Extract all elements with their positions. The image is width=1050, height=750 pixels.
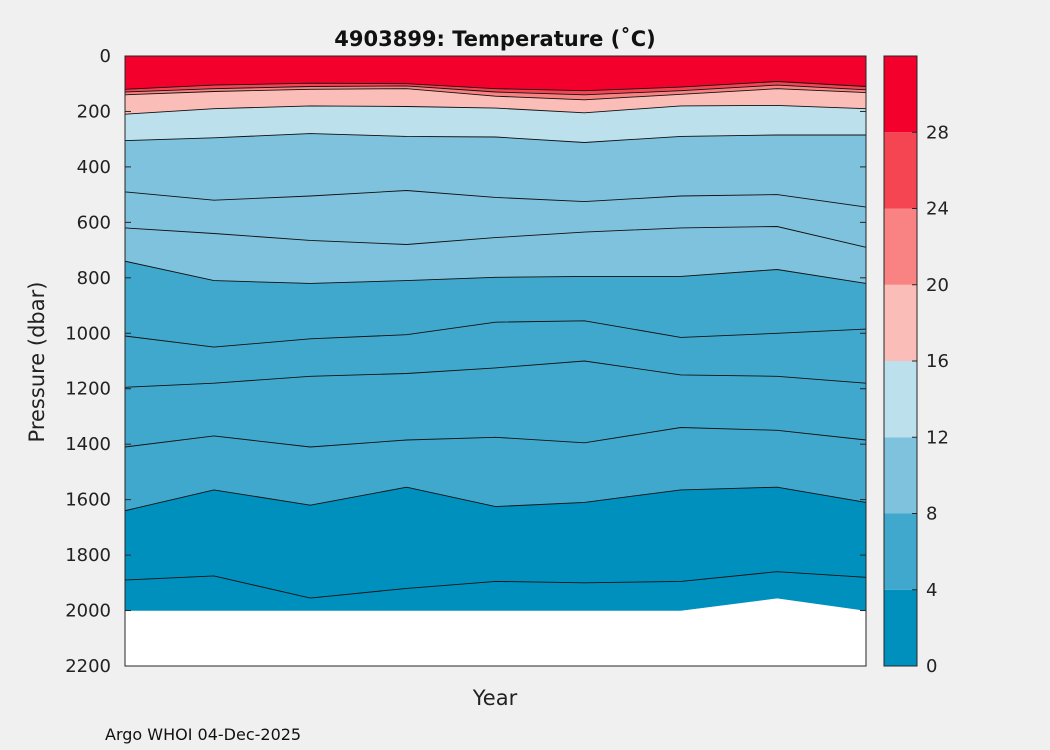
plot-frame [124, 55, 867, 667]
colorbar-band-0-4 [884, 589, 917, 666]
y-tick-label: 600 [77, 212, 111, 233]
colorbar-band-24-28 [884, 132, 917, 209]
footer-credit: Argo WHOI 04-Dec-2025 [105, 725, 302, 744]
isotherm-4C [124, 486, 867, 512]
colorbar-band-28-32 [884, 56, 917, 133]
colorbar-band-16-20 [884, 284, 917, 361]
colorbar-tick-label: 4 [926, 580, 937, 601]
isotherm-3C [124, 571, 867, 599]
colorbar: 0 4 8 12 16 20 24 28 [883, 55, 949, 677]
colorbar-tick-label: 24 [926, 199, 949, 220]
isotherm-8C [124, 260, 867, 284]
isotherm-28C [124, 81, 867, 92]
colorbar-band-20-24 [884, 208, 917, 285]
isotherm-20C [124, 88, 867, 101]
plot-area [124, 55, 867, 667]
y-tick-label: 1000 [65, 323, 111, 344]
colorbar-tick-label: 12 [926, 427, 949, 448]
isotherm-24C [124, 84, 867, 96]
isotherm-12C [124, 133, 866, 143]
colorbar-band-8-12 [884, 437, 917, 514]
isotherm-9C [124, 226, 867, 248]
y-axis-label: Pressure (dbar) [25, 282, 49, 443]
colorbar-tick-label: 8 [926, 504, 937, 525]
colorbar-tick-label: 20 [926, 275, 949, 296]
colorbar-band-4-8 [884, 513, 917, 590]
isotherm-6C [124, 360, 867, 388]
x-axis-label: Year [472, 686, 518, 710]
y-axis: 0 200 400 600 800 1000 1200 1400 1600 1800 2000 220… [65, 46, 866, 677]
isotherm-5C [124, 427, 867, 448]
colorbar-tick-label: 28 [926, 122, 949, 143]
colorbar-tick-label: 16 [926, 351, 949, 372]
isotherm-10C [124, 190, 867, 208]
y-tick-label: 1800 [65, 545, 111, 566]
y-tick-label: 2200 [65, 656, 111, 677]
y-tick-label: 2000 [65, 601, 111, 622]
y-tick-label: 1200 [65, 379, 111, 400]
y-tick-label: 400 [77, 157, 111, 178]
isotherm-16C [124, 104, 867, 115]
colorbar-band-12-16 [884, 361, 917, 438]
colorbar-tick-label: 0 [926, 656, 937, 677]
y-tick-label: 200 [77, 101, 111, 122]
y-tick-label: 1400 [65, 434, 111, 455]
isotherm-7C [124, 320, 867, 348]
chart-title: 4903899: Temperature (˚C) [334, 27, 655, 51]
y-tick-label: 0 [100, 46, 111, 67]
y-tick-label: 1600 [65, 490, 111, 511]
y-tick-label: 800 [77, 268, 111, 289]
